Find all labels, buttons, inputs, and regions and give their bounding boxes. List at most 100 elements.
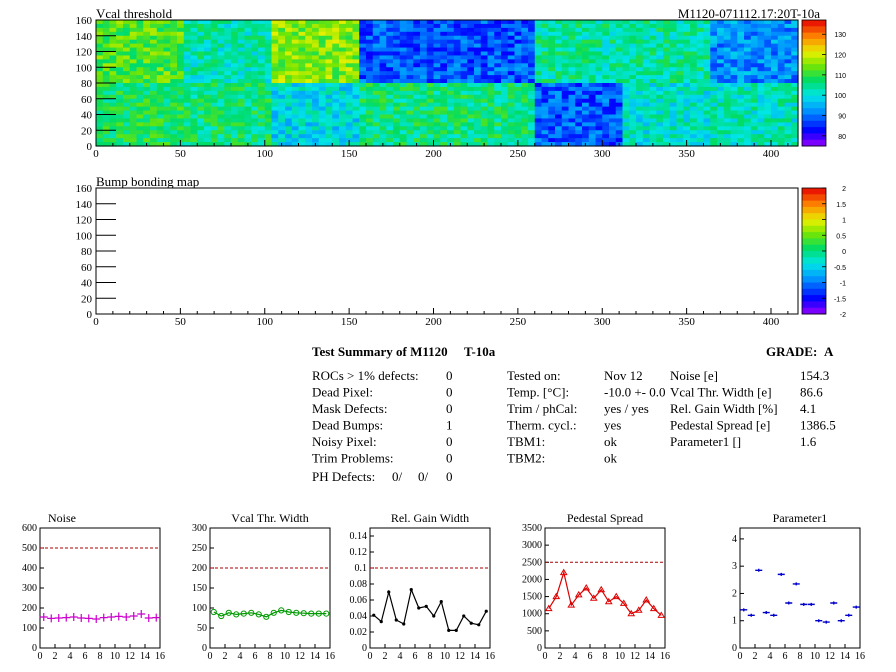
data-point [240,610,247,617]
vcal-heatmap-cell [129,114,138,120]
vcal-heatmap-cell [291,47,300,53]
vcal-heatmap-cell [453,51,462,57]
vcal-heatmap-cell [366,27,374,33]
vcal-heatmap-cell [372,47,381,53]
vcal-heatmap-cell [777,86,786,92]
vcal-heatmap-cell [548,126,556,131]
defect-label: Dead Bumps: [312,418,383,433]
vcal-heatmap-cell [676,35,684,41]
vcal-heatmap-cell [723,55,732,60]
vcal-heatmap-cell [757,47,765,53]
vcal-heatmap-cell [683,23,691,29]
vcal-heatmap-cell [386,20,394,25]
vcal-heatmap-cell [460,71,468,76]
vcal-heatmap-cell [582,43,590,49]
vcal-heatmap-cell [224,59,232,64]
vcal-heatmap-cell [615,63,624,68]
vcal-heatmap-cell [352,90,360,96]
vcal-heatmap-cell [595,114,603,120]
vcal-heatmap-cell [487,98,495,104]
vcal-heatmap-cell [588,51,597,57]
palette-tick-label: 80 [838,134,846,141]
vcal-heatmap-cell [588,20,597,25]
vcal-heatmap-cell [528,31,536,37]
vcal-heatmap-cell [399,59,408,64]
vcal-heatmap-cell [656,114,664,120]
vcal-heatmap-cell [399,94,408,100]
series-line [548,570,662,616]
vcal-heatmap-cell [102,59,111,64]
vcal-heatmap-cell [217,55,225,60]
vcal-heatmap-cell [426,114,435,120]
vcal-heatmap-cell [737,27,745,33]
vcal-heatmap-cell [224,23,232,29]
vcal-heatmap-cell [332,51,340,57]
vcal-heatmap-cell [163,75,171,80]
vcal-heatmap-cell [318,126,327,131]
vcal-heatmap-cell [487,55,495,60]
vcal-heatmap-cell [703,23,711,29]
vcal-heatmap-cell [703,31,711,37]
vcal-heatmap-cell [150,114,158,120]
y-tick-label: 200 [192,563,207,574]
vcal-heatmap-cell [136,71,144,76]
vcal-heatmap-cell [204,47,212,53]
vcal-heatmap-cell [676,31,684,37]
condition-value: -10.0 +- 0.0 [604,385,666,400]
vcal-heatmap-cell [541,83,549,88]
vcal-heatmap-cell [453,118,462,123]
vcal-heatmap-cell [379,51,387,57]
vcal-heatmap-cell [170,39,178,45]
vcal-heatmap-cell [204,79,212,84]
vcal-heatmap-cell [190,35,198,41]
vcal-heatmap-cell [730,114,738,120]
vcal-heatmap-cell [420,23,428,29]
vcal-heatmap-cell [467,122,475,127]
vcal-heatmap-cell [278,138,286,143]
vcal-heatmap-cell [366,31,374,37]
bump-map-title: Bump bonding map [96,174,199,189]
vcal-heatmap-cell [393,39,401,45]
vcal-heatmap-cell [352,20,360,25]
vcal-heatmap-cell [480,130,489,135]
vcal-heatmap-cell [582,106,590,112]
vcal-heatmap-cell [406,126,414,131]
y-tick-label: 0 [87,309,93,321]
vcal-heatmap-cell [521,83,529,88]
vcal-heatmap-cell [690,90,698,96]
vcal-heatmap-cell [224,94,232,100]
vcal-heatmap-cell [514,83,522,88]
vcal-heatmap-cell [521,35,529,41]
vcal-heatmap-cell [204,110,212,116]
vcal-heatmap-cell [683,102,691,108]
vcal-heatmap-cell [609,27,617,33]
vcal-heatmap-cell [663,138,671,143]
vcal-heatmap-cell [548,83,556,88]
vcal-heatmap-cell [420,43,428,49]
vcal-heatmap-cell [210,59,219,64]
data-point [248,609,255,616]
vcal-heatmap-cell [170,51,178,57]
vcal-heatmap-cell [325,20,333,25]
vcal-heatmap-cell [453,67,462,72]
vcal-heatmap-cell [345,55,354,60]
vcal-heatmap-cell [96,90,104,96]
vcal-heatmap-cell [379,47,387,53]
vcal-heatmap-cell [379,39,387,45]
vcal-heatmap-cell [406,75,414,80]
vcal-heatmap-cell [764,47,772,53]
vcal-heatmap-cell [683,86,691,92]
vcal-heatmap-cell [602,110,610,116]
vcal-heatmap-cell [217,90,225,96]
vcal-heatmap-cell [204,59,212,64]
vcal-heatmap-cell [474,126,482,131]
vcal-heatmap-cell [534,27,543,33]
x-tick-label: 300 [594,148,611,160]
vcal-heatmap-cell [723,142,732,147]
vcal-heatmap-cell [143,35,151,41]
vcal-heatmap-cell [183,39,192,45]
vcal-heatmap-cell [143,114,151,120]
vcal-heatmap-cell [264,67,273,72]
vcal-heatmap-cell [757,106,765,112]
